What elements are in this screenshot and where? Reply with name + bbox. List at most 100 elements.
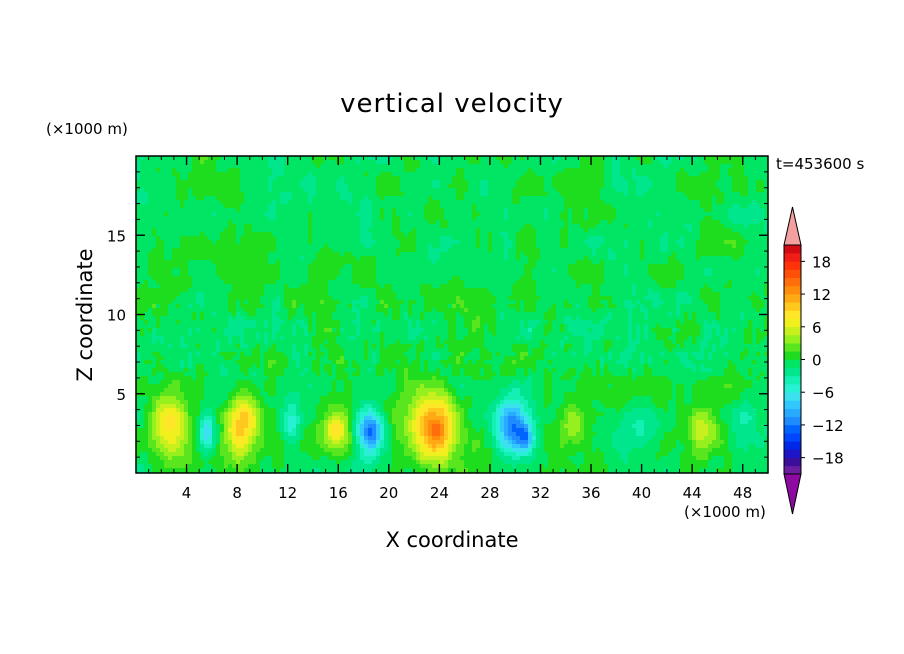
heatmap-cell [732, 276, 737, 281]
heatmap-cell [676, 260, 681, 265]
heatmap-cell [248, 264, 253, 269]
heatmap-cell [556, 264, 561, 269]
heatmap-cell [504, 228, 509, 233]
heatmap-cell [656, 180, 661, 185]
heatmap-cell [148, 204, 153, 209]
heatmap-cell [736, 208, 741, 213]
heatmap-cell [592, 228, 597, 233]
heatmap-cell [376, 272, 381, 277]
heatmap-cell [172, 172, 177, 177]
heatmap-cell [492, 184, 497, 189]
heatmap-cell [264, 220, 269, 225]
heatmap-cell [608, 184, 613, 189]
heatmap-cell [296, 196, 301, 201]
heatmap-cell [192, 248, 197, 253]
heatmap-cell [284, 256, 289, 261]
heatmap-cell [636, 232, 641, 237]
heatmap-cell [152, 168, 157, 173]
heatmap-cell [608, 204, 613, 209]
heatmap-cell [528, 180, 533, 185]
heatmap-cell [624, 240, 629, 245]
heatmap-cell [240, 176, 245, 181]
heatmap-cell [172, 220, 177, 225]
heatmap-cell [608, 156, 613, 161]
heatmap-cell [224, 196, 229, 201]
heatmap-cell [140, 252, 145, 257]
heatmap-cell [176, 244, 181, 249]
heatmap-cell [744, 156, 749, 161]
heatmap-cell [152, 176, 157, 181]
heatmap-cell [352, 204, 357, 209]
heatmap-cell [764, 212, 768, 217]
heatmap-cell [652, 268, 657, 273]
heatmap-cell [296, 268, 301, 273]
heatmap-cell [264, 244, 269, 249]
heatmap-cell [656, 264, 661, 269]
heatmap-cell [212, 272, 217, 277]
heatmap-cell [672, 184, 677, 189]
heatmap-cell [712, 184, 717, 189]
heatmap-cell [236, 268, 241, 273]
heatmap-cell [676, 244, 681, 249]
heatmap-cell [712, 200, 717, 205]
heatmap-cell [484, 184, 489, 189]
heatmap-cell [580, 220, 585, 225]
heatmap-cell [596, 268, 601, 273]
heatmap-cell [680, 272, 685, 277]
heatmap-cell [756, 224, 761, 229]
heatmap-cell [188, 236, 193, 241]
heatmap-cell [488, 228, 493, 233]
heatmap-cell [288, 256, 293, 261]
heatmap-cell [584, 200, 589, 205]
heatmap-cell [632, 248, 637, 253]
heatmap-cell [568, 268, 573, 273]
heatmap-cell [212, 188, 217, 193]
heatmap-cell [600, 216, 605, 221]
heatmap-cell [156, 276, 161, 281]
heatmap-cell [480, 248, 485, 253]
heatmap-cell [472, 240, 477, 245]
heatmap-cell [564, 252, 569, 257]
heatmap-cell [140, 240, 145, 245]
heatmap-cell [144, 172, 149, 177]
heatmap-cell [240, 268, 245, 273]
heatmap-cell [276, 164, 281, 169]
heatmap-cell [252, 208, 257, 213]
heatmap-cell [468, 172, 473, 177]
heatmap-cell [512, 180, 517, 185]
heatmap-cell [372, 220, 377, 225]
heatmap-cell [620, 268, 625, 273]
heatmap-cell [404, 280, 409, 285]
heatmap-cell [568, 220, 573, 225]
heatmap-cell [348, 252, 353, 257]
heatmap-cell [408, 220, 413, 225]
heatmap-cell [348, 160, 353, 165]
heatmap-cell [184, 256, 189, 261]
heatmap-cell [444, 280, 449, 285]
heatmap-cell [684, 248, 689, 253]
heatmap-cell [244, 192, 249, 197]
heatmap-cell [452, 204, 457, 209]
heatmap-cell [196, 176, 201, 181]
heatmap-cell [688, 256, 693, 261]
heatmap-cell [216, 204, 221, 209]
heatmap-cell [404, 196, 409, 201]
heatmap-cell [596, 160, 601, 165]
heatmap-cell [524, 172, 529, 177]
heatmap-cell [592, 264, 597, 269]
heatmap-cell [736, 256, 741, 261]
heatmap-cell [592, 184, 597, 189]
heatmap-cell [636, 216, 641, 221]
heatmap-cell [700, 184, 705, 189]
heatmap-cell [492, 264, 497, 269]
heatmap-cell [256, 224, 261, 229]
heatmap-cell [648, 196, 653, 201]
heatmap-cell [136, 248, 141, 253]
heatmap-cell [412, 160, 417, 165]
heatmap-cell [256, 200, 261, 205]
heatmap-cell [336, 200, 341, 205]
heatmap-cell [156, 244, 161, 249]
heatmap-cell [360, 204, 365, 209]
heatmap-cell [340, 244, 345, 249]
heatmap-cell [764, 208, 768, 213]
